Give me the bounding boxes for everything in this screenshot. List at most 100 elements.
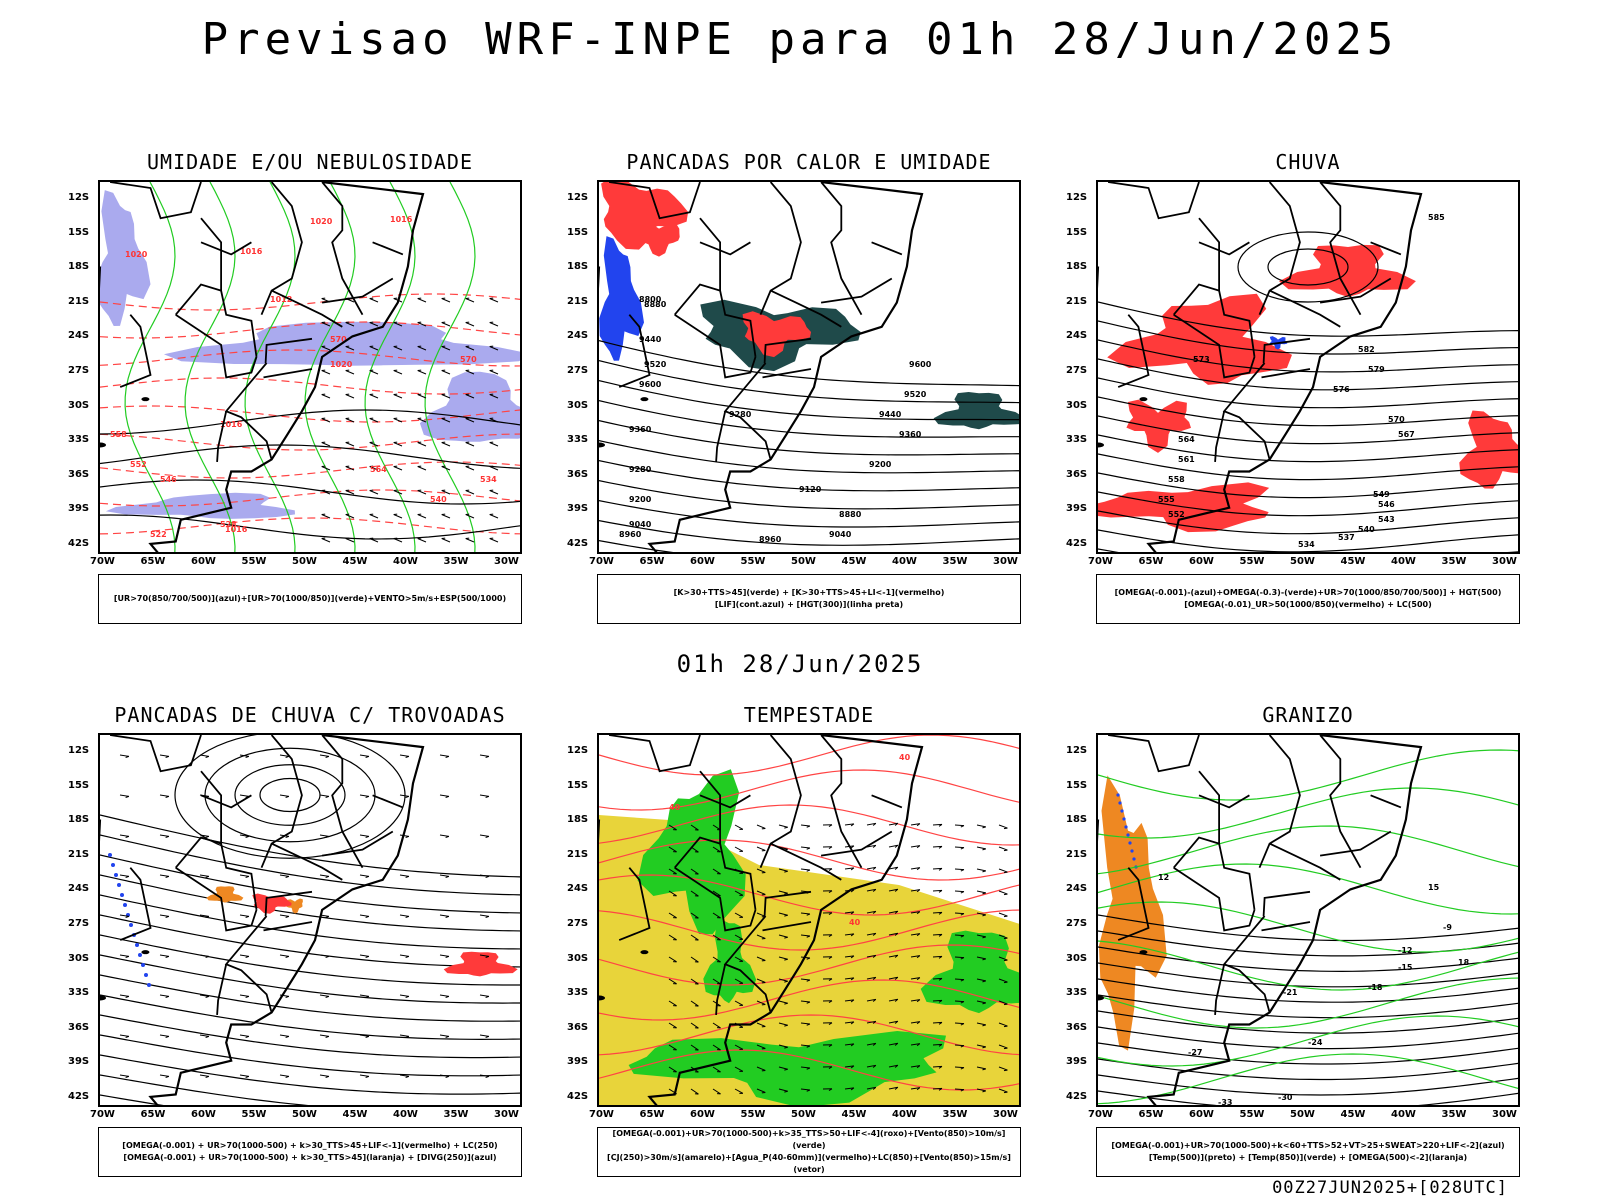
lat-tick-label: 39S — [567, 503, 589, 515]
contour-label: 9600 — [639, 380, 662, 389]
wind-arrow-head — [960, 935, 965, 938]
border-line — [109, 735, 202, 773]
wind-arrow — [932, 1043, 943, 1046]
wind-arrow — [399, 914, 409, 917]
wind-arrow — [441, 466, 451, 471]
rain-area-red — [1107, 293, 1292, 385]
wind-arrow — [800, 978, 811, 981]
border-line — [762, 921, 812, 932]
wind-arrow — [866, 976, 876, 980]
border-line — [770, 842, 842, 881]
wind-arrow-head — [245, 915, 250, 919]
map-canvas: -9 -12 -15 -18 -21 -24 -27 -30 -33 12 15 18 — [1098, 735, 1518, 1105]
wind-arrow — [668, 1000, 677, 1007]
divergence-dot — [114, 873, 118, 877]
wind-arrow — [888, 822, 898, 826]
map-borders — [100, 182, 425, 552]
wind-arrow — [393, 346, 403, 351]
lon-tick-label: 65W — [1138, 1109, 1164, 1120]
red-contours — [599, 735, 1019, 1091]
lon-tick-label: 60W — [191, 556, 216, 567]
wind-arrow — [756, 1066, 766, 1071]
contour-label: 1016 — [225, 525, 248, 534]
wind-arrow — [668, 1066, 677, 1073]
legend-line: [OMEGA(-0.001) + UR>70(1000-500) + k>30_… — [122, 1141, 498, 1150]
wind-arrow — [369, 346, 379, 351]
wind-arrow — [690, 1088, 699, 1095]
wind-arrow-head — [894, 1042, 899, 1046]
wind-arrow-head — [916, 867, 921, 871]
omega-area-orange — [1098, 775, 1167, 1051]
wind-arrow-head — [872, 910, 877, 914]
wind-arrow — [976, 912, 986, 916]
wind-arrow — [359, 954, 369, 957]
wind-arrow-head — [938, 824, 943, 827]
wind-arrow-head — [445, 795, 450, 799]
wind-arrow — [279, 914, 289, 917]
wind-arrow — [690, 1000, 699, 1007]
contour-line — [599, 360, 1019, 404]
wind-arrow-head — [405, 955, 410, 959]
lat-tick-label: 30S — [68, 952, 90, 964]
wind-arrow-head — [245, 995, 250, 999]
mid-title: 01h 28/Jun/2025 — [676, 650, 924, 678]
lon-tick-label: 65W — [140, 1109, 166, 1120]
wind-arrow — [159, 874, 169, 877]
wind-arrow — [932, 823, 943, 826]
divergence-dot — [147, 983, 151, 987]
wind-arrow-head — [445, 955, 450, 959]
wind-arrow — [239, 914, 249, 917]
contour-line — [599, 1049, 1019, 1091]
wind-arrow-head — [125, 995, 130, 999]
border-line — [1107, 735, 1200, 773]
wind-arrow — [439, 1034, 449, 1037]
contour-line — [124, 182, 176, 552]
contour-line — [599, 909, 1019, 951]
wind-arrow-head — [285, 1035, 290, 1039]
wind-arrow-head — [245, 1075, 250, 1079]
wind-arrow — [439, 1074, 449, 1077]
wind-arrow-head — [894, 844, 899, 848]
lifted-index-blue — [599, 236, 644, 361]
wind-arrow-head — [828, 934, 833, 937]
lat-tick-label: 33S — [567, 434, 589, 446]
wind-arrow — [359, 1034, 369, 1037]
contour-line — [1098, 1042, 1518, 1065]
map-borders — [1098, 735, 1423, 1105]
border-line — [674, 836, 721, 869]
contour-line — [100, 293, 520, 311]
wind-arrow-head — [445, 915, 450, 919]
lat-tick-label: 18S — [1066, 261, 1088, 273]
omega-dot-blue — [1122, 817, 1126, 821]
wind-arrow-head — [916, 1021, 921, 1025]
border-line — [1269, 842, 1341, 881]
wind-arrow — [465, 514, 475, 519]
wind-arrow-head — [445, 1075, 450, 1079]
lat-tick-label: 24S — [567, 883, 589, 895]
legend-box: [UR>70(850/700/500)](azul)+[UR>70(1000/8… — [98, 574, 522, 624]
wind-arrow — [800, 1088, 811, 1091]
contour-label: 558 — [1168, 475, 1185, 484]
divergence-dot — [120, 893, 124, 897]
wind-arrow — [954, 934, 965, 937]
lat-tick-label: 21S — [1066, 848, 1088, 860]
wind-arrow-head — [806, 869, 811, 872]
contour-line — [100, 479, 520, 505]
wind-arrow-head — [1003, 849, 1008, 852]
wind-arrow-head — [806, 825, 811, 828]
wind-arrow-head — [806, 913, 811, 916]
contour-line — [1098, 320, 1518, 355]
wind-arrow-head — [894, 932, 899, 936]
wind-arrow — [239, 994, 249, 997]
wind-arrow — [778, 824, 788, 828]
contour-label: -18 — [1368, 983, 1383, 992]
wind-arrow-head — [960, 1001, 965, 1004]
wind-arrow — [668, 1022, 677, 1029]
wind-arrow — [119, 994, 129, 997]
lat-tick-label: 21S — [68, 848, 90, 860]
coastline-east — [148, 182, 425, 552]
wind-arrow — [690, 824, 699, 831]
wind-arrow-head — [894, 954, 899, 958]
wind-arrow-head — [1003, 1003, 1008, 1006]
wind-arrow — [756, 1000, 766, 1005]
